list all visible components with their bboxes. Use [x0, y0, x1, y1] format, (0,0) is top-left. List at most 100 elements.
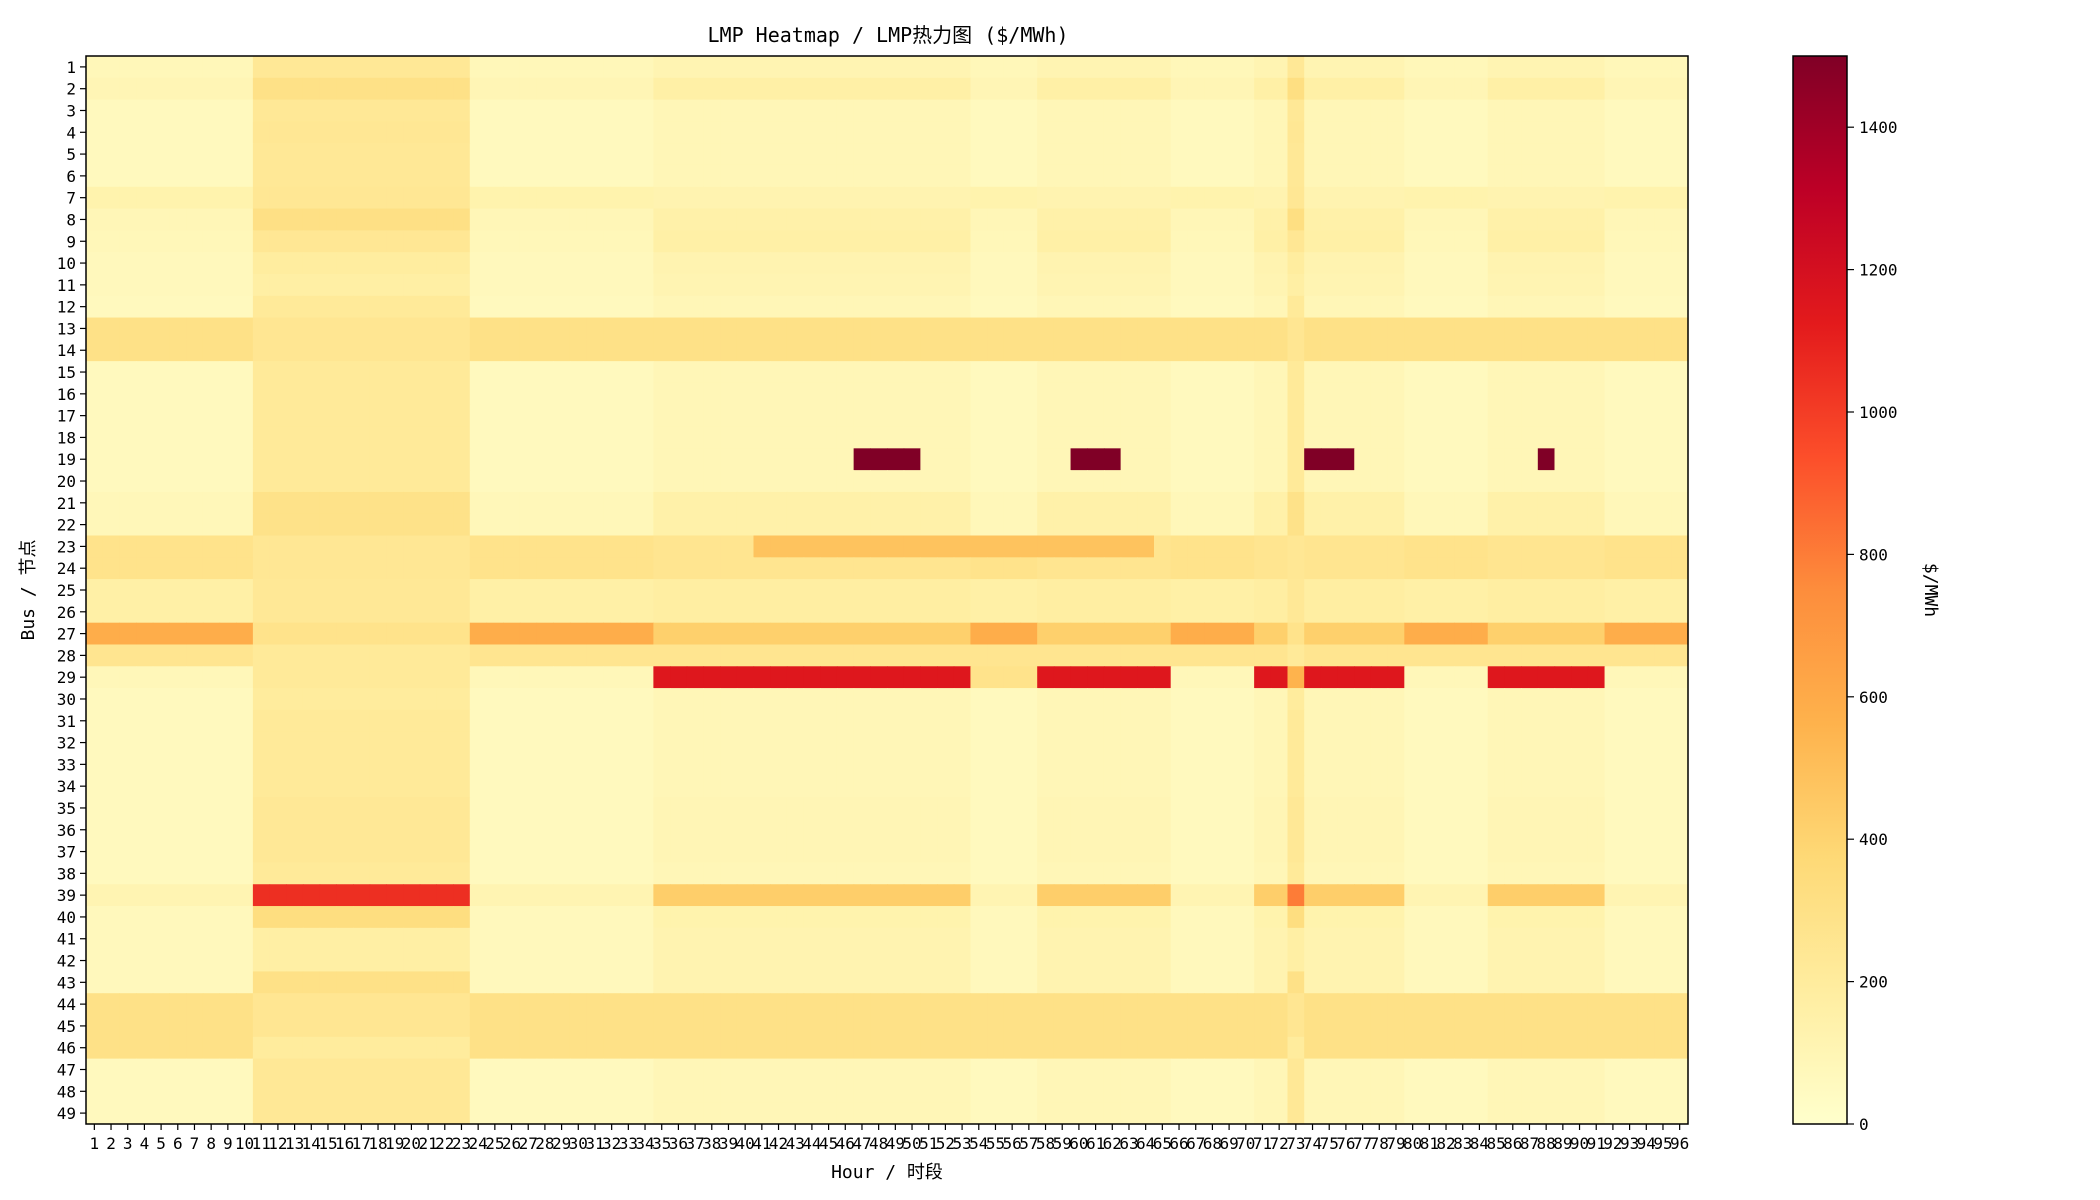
heatmap-cell — [353, 993, 371, 1016]
heatmap-cell — [586, 382, 604, 406]
heatmap-cell — [686, 906, 705, 929]
heatmap-cell — [369, 622, 387, 646]
heatmap-cell — [1370, 666, 1389, 689]
heatmap-cell — [236, 600, 254, 624]
heatmap-cell — [1320, 949, 1339, 973]
heatmap-cell — [736, 644, 755, 667]
heatmap-cell — [736, 600, 755, 624]
heatmap-cell — [1154, 818, 1172, 842]
heatmap-cell — [736, 949, 755, 973]
heatmap-cell — [1287, 404, 1305, 428]
heatmap-cell — [519, 862, 538, 885]
heatmap-cell — [1103, 753, 1122, 776]
heatmap-cell — [1537, 426, 1556, 449]
heatmap-cell — [1254, 448, 1272, 471]
heatmap-cell — [770, 77, 788, 101]
heatmap-cell — [887, 77, 905, 101]
heatmap-cell — [720, 1058, 738, 1082]
heatmap-cell — [519, 513, 538, 537]
heatmap-cell — [269, 121, 287, 144]
heatmap-cell — [953, 295, 972, 319]
heatmap-cell — [1037, 99, 1055, 122]
heatmap-cell — [1671, 1102, 1689, 1125]
heatmap-cell — [453, 840, 471, 864]
heatmap-cell — [1220, 1080, 1239, 1103]
heatmap-cell — [453, 753, 471, 776]
heatmap-cell — [436, 644, 454, 667]
x-tick-label: 51 — [919, 1134, 938, 1153]
heatmap-cell — [119, 317, 137, 340]
heatmap-cell — [302, 535, 321, 558]
heatmap-cell — [1404, 230, 1422, 253]
heatmap-cell — [536, 557, 554, 580]
heatmap-cell — [453, 230, 471, 253]
heatmap-cell — [836, 448, 855, 471]
heatmap-cell — [1537, 230, 1556, 253]
heatmap-cell — [336, 709, 354, 733]
heatmap-cell — [1053, 535, 1072, 558]
heatmap-cell — [953, 99, 972, 122]
heatmap-cell — [1437, 382, 1455, 406]
y-tick-label: 7 — [66, 189, 76, 208]
heatmap-cell — [953, 143, 972, 166]
heatmap-cell — [1370, 1102, 1389, 1125]
heatmap-cell — [169, 993, 187, 1016]
heatmap-cell — [1587, 426, 1606, 449]
heatmap-cell — [86, 317, 104, 340]
heatmap-cell — [302, 491, 321, 515]
heatmap-cell — [1287, 862, 1305, 885]
heatmap-cell — [670, 1080, 688, 1103]
heatmap-cell — [736, 1080, 755, 1103]
heatmap-cell — [1003, 186, 1022, 210]
heatmap-cell — [1020, 1102, 1038, 1125]
heatmap-cell — [403, 579, 421, 602]
heatmap-cell — [1120, 731, 1138, 755]
heatmap-cell — [353, 1080, 371, 1103]
heatmap-cell — [136, 993, 154, 1016]
heatmap-cell — [1254, 99, 1272, 122]
heatmap-cell — [1571, 557, 1589, 580]
heatmap-cell — [753, 143, 771, 166]
heatmap-cell — [1387, 230, 1405, 253]
heatmap-cell — [1053, 361, 1072, 384]
heatmap-cell — [903, 491, 921, 515]
heatmap-cell — [1654, 862, 1672, 885]
heatmap-cell — [1471, 884, 1489, 907]
heatmap-cell — [953, 164, 972, 188]
heatmap-cell — [853, 753, 871, 776]
heatmap-cell — [1003, 971, 1022, 994]
heatmap-cell — [1621, 470, 1639, 493]
heatmap-cell — [119, 404, 137, 428]
heatmap-cell — [1404, 949, 1422, 973]
heatmap-cell — [853, 927, 871, 951]
heatmap-cell — [453, 208, 471, 231]
heatmap-cell — [1671, 1058, 1689, 1082]
heatmap-cell — [1320, 535, 1339, 558]
heatmap-cell — [1137, 884, 1155, 907]
heatmap-cell — [202, 949, 221, 973]
heatmap-cell — [453, 775, 471, 798]
heatmap-cell — [286, 339, 304, 362]
heatmap-cell — [970, 535, 988, 558]
heatmap-cell — [803, 622, 821, 646]
heatmap-cell — [686, 797, 705, 820]
heatmap-cell — [569, 644, 588, 667]
heatmap-cell — [953, 731, 972, 755]
heatmap-cell — [286, 448, 304, 471]
heatmap-cell — [219, 1058, 237, 1082]
heatmap-cell — [353, 1036, 371, 1060]
heatmap-cell — [603, 1015, 621, 1038]
heatmap-cell — [1571, 884, 1589, 907]
heatmap-cell — [953, 666, 972, 689]
heatmap-cell — [1504, 295, 1522, 319]
heatmap-cell — [286, 186, 304, 210]
heatmap-cell — [1370, 797, 1389, 820]
heatmap-cell — [1671, 862, 1689, 885]
heatmap-cell — [1070, 862, 1088, 885]
heatmap-cell — [1437, 99, 1455, 122]
heatmap-cell — [1571, 644, 1589, 667]
heatmap-cell — [1404, 339, 1422, 362]
heatmap-cell — [1037, 1080, 1055, 1103]
heatmap-cell — [1087, 186, 1105, 210]
heatmap-cell — [770, 622, 788, 646]
